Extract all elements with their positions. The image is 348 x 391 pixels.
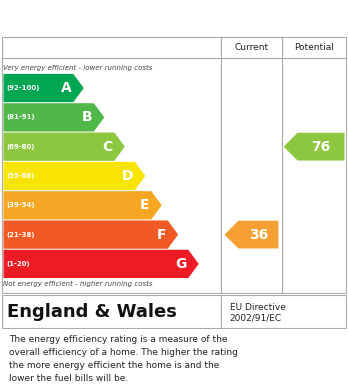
Polygon shape (3, 221, 178, 249)
Text: C: C (102, 140, 113, 154)
Text: 36: 36 (249, 228, 268, 242)
Text: Potential: Potential (294, 43, 334, 52)
Polygon shape (3, 191, 162, 219)
Text: Current: Current (234, 43, 269, 52)
Text: (81-91): (81-91) (6, 114, 35, 120)
Polygon shape (284, 133, 345, 161)
Text: Very energy efficient - lower running costs: Very energy efficient - lower running co… (3, 65, 153, 71)
Text: (55-68): (55-68) (6, 173, 34, 179)
Text: 2002/91/EC: 2002/91/EC (230, 314, 282, 323)
Text: 76: 76 (311, 140, 331, 154)
Text: (39-54): (39-54) (6, 202, 35, 208)
Text: Not energy efficient - higher running costs: Not energy efficient - higher running co… (3, 281, 153, 287)
Polygon shape (3, 103, 104, 131)
Text: (21-38): (21-38) (6, 231, 35, 238)
Text: Energy Efficiency Rating: Energy Efficiency Rating (9, 11, 219, 25)
Text: (1-20): (1-20) (6, 261, 30, 267)
Polygon shape (3, 133, 125, 161)
Text: (92-100): (92-100) (6, 85, 40, 91)
Text: A: A (61, 81, 72, 95)
Text: EU Directive: EU Directive (230, 303, 286, 312)
Polygon shape (224, 221, 278, 248)
Polygon shape (3, 250, 199, 278)
Text: (69-80): (69-80) (6, 143, 35, 150)
Text: D: D (122, 169, 133, 183)
Polygon shape (3, 74, 84, 102)
Text: F: F (157, 228, 166, 242)
Text: E: E (140, 198, 150, 212)
Text: G: G (175, 257, 187, 271)
Text: The energy efficiency rating is a measure of the
overall efficiency of a home. T: The energy efficiency rating is a measur… (9, 335, 238, 383)
Text: England & Wales: England & Wales (7, 303, 177, 321)
Polygon shape (3, 162, 145, 190)
Text: B: B (81, 110, 92, 124)
